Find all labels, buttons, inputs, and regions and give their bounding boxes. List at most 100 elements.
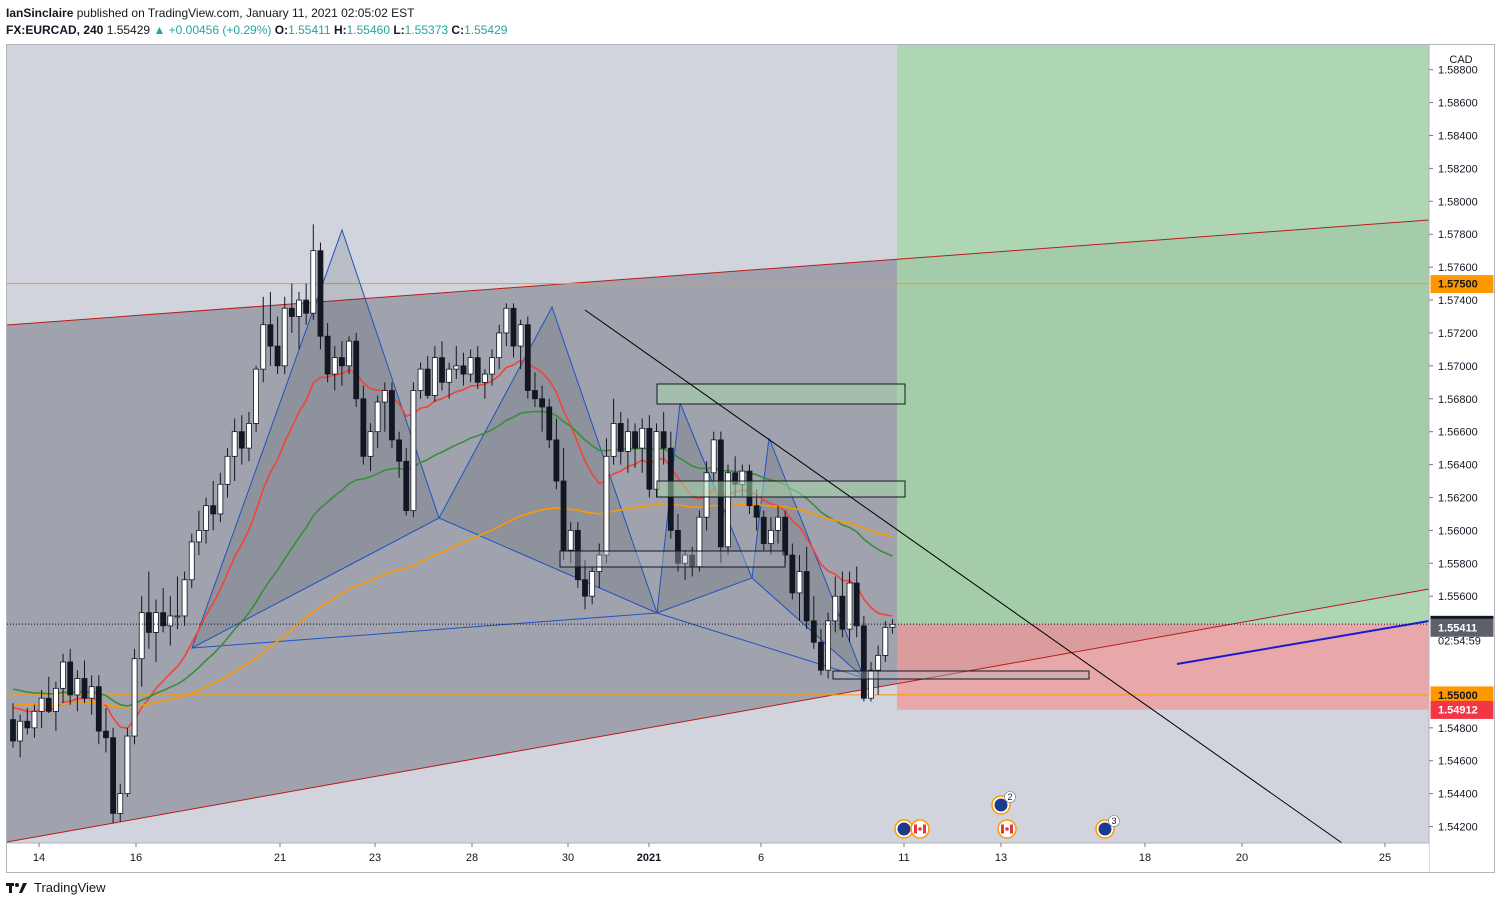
- candle-body-22: [167, 615, 174, 627]
- y-tick-label-7: 1.57400: [1438, 295, 1478, 307]
- price-label-box-5: [1430, 700, 1494, 719]
- candle-body-45: [331, 357, 338, 375]
- candle-body-13: [103, 730, 109, 739]
- channel-lower-line: [6, 588, 1430, 843]
- tradingview-brand[interactable]: TradingView: [34, 880, 106, 895]
- candle-body-25: [188, 541, 195, 581]
- target-zone: [897, 45, 1429, 625]
- x-tick-label-0: 14: [33, 852, 45, 864]
- y-tick-label-11: 1.56600: [1438, 427, 1478, 439]
- candle-body-110: [796, 571, 803, 594]
- publish-info: published on TradingView.com, January 11…: [76, 6, 415, 20]
- candle-body-20: [153, 612, 159, 633]
- support-box: [832, 670, 1090, 680]
- x-tick-label-11: 20: [1236, 852, 1248, 864]
- candle-body-123: [889, 623, 896, 628]
- ema-mid-line: [12, 410, 893, 707]
- candle-body-82: [596, 554, 603, 572]
- candle-body-68: [496, 332, 503, 359]
- candle-body-74: [539, 398, 545, 408]
- y-tick-label-5: 1.57800: [1438, 229, 1478, 241]
- candle-body-98: [710, 439, 717, 474]
- candle-body-65: [474, 357, 481, 383]
- x-tick-label-12: 25: [1379, 852, 1391, 864]
- low-label: L:: [393, 23, 405, 37]
- candle-body-57: [417, 368, 424, 391]
- candle-body-76: [553, 439, 560, 482]
- symbol-label[interactable]: FX:EURCAD, 240: [6, 23, 104, 37]
- event-marker-0[interactable]: [894, 819, 930, 839]
- candle-body-31: [231, 431, 238, 457]
- candle-body-51: [374, 401, 381, 433]
- eu-flag-icon: [897, 822, 911, 836]
- event-marker-3[interactable]: 3: [1095, 815, 1120, 839]
- candle-body-120: [868, 669, 874, 699]
- candle-body-4: [38, 697, 45, 712]
- candle-body-23: [174, 615, 181, 618]
- event-marker-2[interactable]: [997, 819, 1017, 839]
- y-tick-label-9: 1.57000: [1438, 361, 1478, 373]
- candle-body-84: [610, 423, 617, 457]
- price-axis-bg: [1429, 45, 1500, 872]
- event-count-label: 2: [1007, 792, 1012, 802]
- event-count-badge: [1004, 791, 1016, 803]
- candle-body-81: [589, 571, 596, 597]
- x-tick-label-8: 11: [898, 852, 909, 864]
- x-tick-label-7: 6: [758, 852, 764, 864]
- x-tick-label-1: 16: [130, 852, 142, 864]
- candle-body-94: [682, 554, 688, 564]
- candle-body-44: [324, 335, 331, 375]
- candle-body-6: [53, 687, 59, 712]
- event-count-label: 3: [1111, 816, 1116, 826]
- candle-body-116: [839, 595, 846, 630]
- candle-body-66: [481, 373, 488, 383]
- publish-line: IanSinclaire published on TradingView.co…: [6, 5, 507, 22]
- candle-body-78: [567, 529, 574, 551]
- candle-body-47: [346, 340, 352, 367]
- ca-flag-right: [1010, 824, 1013, 834]
- candle-body-56: [410, 390, 417, 512]
- event-marker-1[interactable]: 2: [991, 791, 1016, 815]
- candle-body-33: [246, 423, 252, 449]
- axis-currency-label: CAD: [1449, 54, 1472, 66]
- price-chart[interactable]: 23CAD1.588001.586001.584001.582001.58000…: [6, 45, 1500, 872]
- candle-body-113: [818, 641, 824, 671]
- candle-body-121: [875, 655, 882, 671]
- candle-body-107: [775, 516, 781, 531]
- candle-body-109: [789, 554, 796, 594]
- candle-body-38: [281, 307, 288, 367]
- candle-body-59: [431, 357, 438, 396]
- candle-body-73: [532, 390, 538, 400]
- candle-body-5: [45, 697, 52, 712]
- candle-body-106: [768, 529, 774, 544]
- y-tick-label-0: 1.58800: [1438, 65, 1478, 77]
- price-label-text-3: 1.55411: [1438, 622, 1477, 634]
- candle-body-9: [74, 678, 81, 696]
- y-tick-label-6: 1.57600: [1438, 262, 1478, 274]
- candle-body-41: [303, 299, 310, 314]
- candle-body-111: [803, 571, 810, 622]
- candle-body-112: [810, 620, 817, 643]
- candle-body-28: [210, 505, 217, 515]
- author-name[interactable]: IanSinclaire: [6, 6, 74, 20]
- x-tick-label-5: 30: [562, 852, 574, 864]
- candle-body-16: [124, 735, 131, 795]
- chart-panel[interactable]: 2 3 CAD 1.58800 1.58600 1.58400 1.58200 1.58000…: [6, 44, 1500, 873]
- y-tick-label-18: 1.54600: [1438, 756, 1478, 768]
- eu-flag-icon: [994, 798, 1008, 812]
- candle-body-88: [639, 427, 646, 449]
- x-tick-label-3: 23: [369, 852, 381, 864]
- candle-body-70: [510, 307, 517, 347]
- candle-body-100: [725, 472, 731, 548]
- candle-body-72: [524, 324, 531, 391]
- y-tick-label-14: 1.56000: [1438, 525, 1478, 537]
- candle-body-77: [560, 480, 567, 551]
- candle-body-63: [460, 365, 467, 375]
- candle-body-14: [110, 737, 116, 814]
- tradingview-logo-icon[interactable]: [6, 881, 28, 895]
- candle-body-48: [353, 340, 360, 400]
- candle-body-29: [217, 483, 224, 515]
- candle-body-61: [446, 368, 453, 383]
- candle-body-24: [181, 579, 188, 617]
- candle-body-60: [439, 357, 445, 383]
